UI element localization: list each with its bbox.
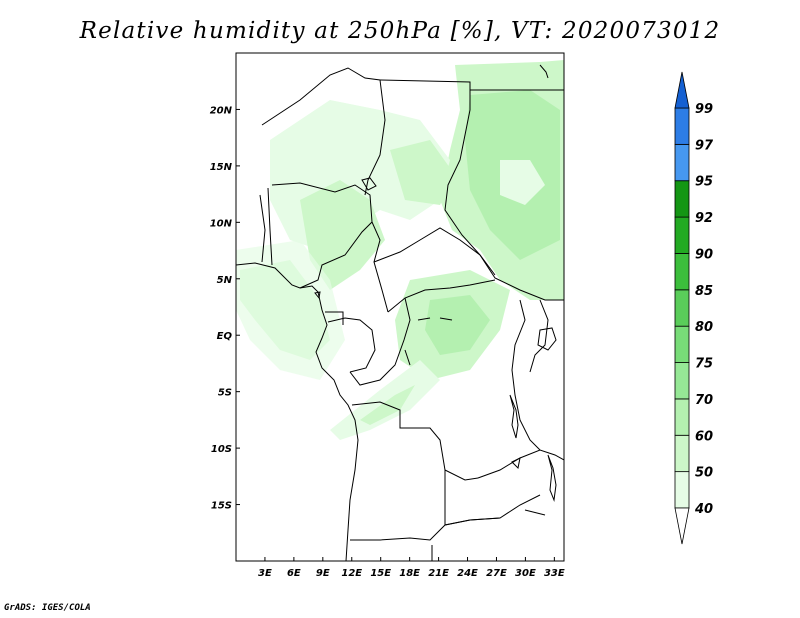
border-benin [267,187,273,266]
border-chad-sudan [444,82,496,276]
sinai-mark [539,64,549,79]
river-mark-3 [404,349,411,366]
lon-tick-label: 15E [370,568,391,579]
lat-tick-label: 10S [211,444,232,455]
colorbar-label: 75 [695,357,713,372]
border-zambia [477,449,564,479]
lon-tick-label: 27E [486,568,507,579]
colorbar-segment [674,434,690,473]
lake-small-1 [511,457,521,470]
lake-malawi [547,454,557,502]
river-mark-2 [439,317,453,321]
map-title: Relative humidity at 250hPa [%], VT: 202… [79,18,721,44]
lat-tick-label: 15N [210,162,233,173]
shade-region-coast-outer [236,240,345,380]
colorbar-segment [674,107,690,145]
country-boundaries [236,64,564,561]
lon-tick-label: 12E [341,568,362,579]
lake-tanganyika [509,394,519,439]
border-drc-angola [351,401,479,481]
lat-tick-label: 5S [218,388,232,399]
border-niger-n [261,67,386,196]
colorbar-label: 50 [695,466,713,481]
lake-victoria [537,327,557,351]
colorbar-segment [674,180,690,218]
shade-region-chad [390,140,455,205]
shade-region-east-dry-core [500,160,545,205]
colorbar-label: 60 [695,429,713,444]
colorbar-segment [674,325,690,363]
colorbar-segment [674,398,690,436]
colorbar-segment [674,143,690,182]
border-gabon [325,311,344,325]
lon-tick-label: 21E [428,568,449,579]
lon-tick-label: 3E [258,568,272,579]
colorbar-min-triangle [674,507,690,545]
border-car [373,227,564,301]
lat-tick-label: 5N [217,275,233,286]
colorbar-label: 92 [695,211,713,226]
shade-region-congo-inner [425,295,490,355]
grads-credit: GrADS: IGES/COLA [4,603,91,613]
colorbar-segment [674,253,690,291]
colorbar-label: 40 [694,502,713,517]
lat-tick-label: 20N [210,105,233,116]
border-east-lakes [529,299,549,373]
colorbar-label: 90 [695,247,713,262]
latitude-axis: 20N 15N 10N 5N EQ 5S 10S 15S [210,105,240,512]
shade-region-sw-band [330,360,440,440]
lon-tick-label: 24E [457,568,478,579]
river-mark-1 [417,317,431,321]
colorbar-label: 80 [695,320,713,335]
colorbar-label: 70 [695,393,713,408]
border-zambia-s [444,470,541,526]
island-bioko [314,291,321,300]
colorbar-label: 95 [695,175,713,190]
longitude-axis: 3E 6E 9E 12E 15E 18E 21E 24E 27E 30E 33E [258,557,565,579]
map-frame [235,52,565,562]
humidity-shading [236,53,564,561]
shade-region-sahel-inner [300,180,385,290]
colorbar-segment [674,289,690,327]
lon-tick-label: 33E [544,568,565,579]
colorbar-label: 99 [695,102,713,117]
colorbar-segment [674,216,690,254]
border-west-small [259,194,266,263]
border-car-south [387,279,496,313]
border-drc-west [349,297,411,386]
colorbar-label: 85 [695,284,713,299]
colorbar-segment [674,362,690,400]
lon-tick-label: 30E [515,568,536,579]
lon-tick-label: 9E [316,568,330,579]
border-drc-east [511,299,541,451]
lon-tick-label: 6E [287,568,301,579]
lake-chad [361,177,377,191]
colorbar-segment [674,471,690,509]
colorbar-max-triangle [674,71,690,109]
border-congo [327,317,376,373]
colorbar: 40 50 60 70 75 80 85 90 92 95 97 99 [674,71,714,545]
colorbar-label: 97 [695,138,714,153]
lat-tick-label: 15S [211,501,232,512]
coastline-west [236,262,359,561]
river-mark-4 [524,509,546,516]
lat-tick-label: 10N [210,218,233,229]
lat-tick-label: EQ [217,331,233,342]
lon-tick-label: 18E [399,568,420,579]
